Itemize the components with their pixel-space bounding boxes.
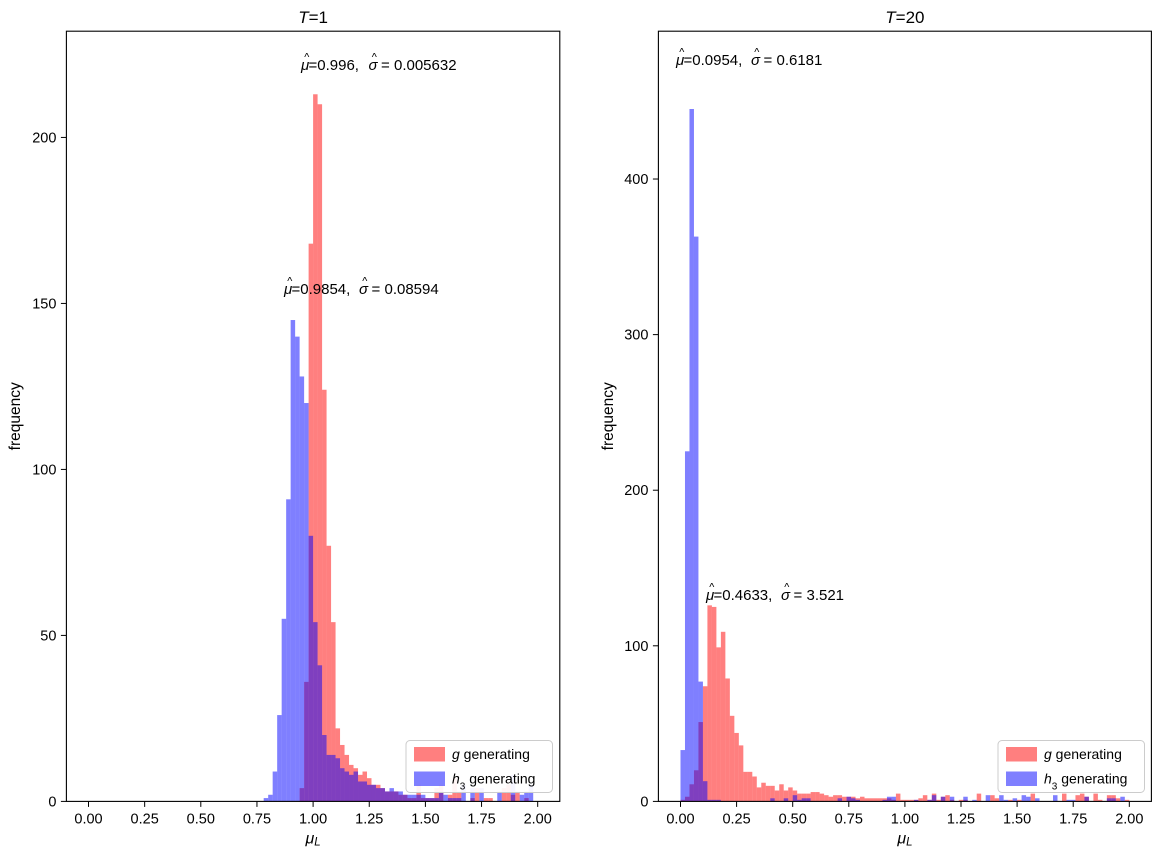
svg-text:=0.4633,: =0.4633, — [714, 587, 773, 604]
svg-text:0.75: 0.75 — [243, 811, 271, 827]
svg-text:0: 0 — [640, 794, 648, 810]
svg-text:100: 100 — [32, 462, 56, 478]
svg-text:1.00: 1.00 — [891, 811, 919, 827]
svg-text:g generating: g generating — [452, 746, 530, 762]
svg-text:0.50: 0.50 — [779, 811, 807, 827]
svg-text:300: 300 — [624, 328, 648, 344]
svg-text:g generating: g generating — [1044, 746, 1122, 762]
svg-text:T=1: T=1 — [298, 8, 328, 27]
svg-text:1.25: 1.25 — [947, 811, 975, 827]
svg-text:0.75: 0.75 — [835, 811, 863, 827]
svg-text:2.00: 2.00 — [1115, 811, 1143, 827]
svg-text:1.50: 1.50 — [1003, 811, 1031, 827]
svg-text:=0.9854,: =0.9854, — [292, 281, 351, 298]
svg-text:0.50: 0.50 — [187, 811, 215, 827]
svg-text:0.00: 0.00 — [74, 811, 102, 827]
svg-text:frequency: frequency — [7, 382, 24, 450]
svg-text:50: 50 — [40, 628, 56, 644]
svg-text:= 0.005632: = 0.005632 — [377, 57, 457, 74]
svg-text:0.00: 0.00 — [666, 811, 694, 827]
svg-text:2.00: 2.00 — [524, 811, 552, 827]
svg-text:0.25: 0.25 — [131, 811, 159, 827]
svg-text:= 3.521: = 3.521 — [789, 587, 844, 604]
svg-text:1.75: 1.75 — [1059, 811, 1087, 827]
svg-text:200: 200 — [624, 483, 648, 499]
svg-text:0: 0 — [48, 794, 56, 810]
svg-text:400: 400 — [624, 172, 648, 188]
svg-text:1.50: 1.50 — [411, 811, 439, 827]
svg-text:T=20: T=20 — [885, 8, 924, 27]
svg-text:=0.0954,: =0.0954, — [684, 52, 743, 69]
svg-text:200: 200 — [32, 130, 56, 146]
svg-text:1.25: 1.25 — [355, 811, 383, 827]
svg-text:1.75: 1.75 — [467, 811, 495, 827]
svg-text:0.25: 0.25 — [722, 811, 750, 827]
svg-text:1.00: 1.00 — [299, 811, 327, 827]
svg-text:= 0.6181: = 0.6181 — [759, 52, 822, 69]
svg-text:frequency: frequency — [600, 382, 617, 450]
svg-text:=0.996,: =0.996, — [309, 57, 359, 74]
svg-text:= 0.08594: = 0.08594 — [367, 281, 438, 298]
svg-text:150: 150 — [32, 296, 56, 312]
svg-text:100: 100 — [624, 639, 648, 655]
